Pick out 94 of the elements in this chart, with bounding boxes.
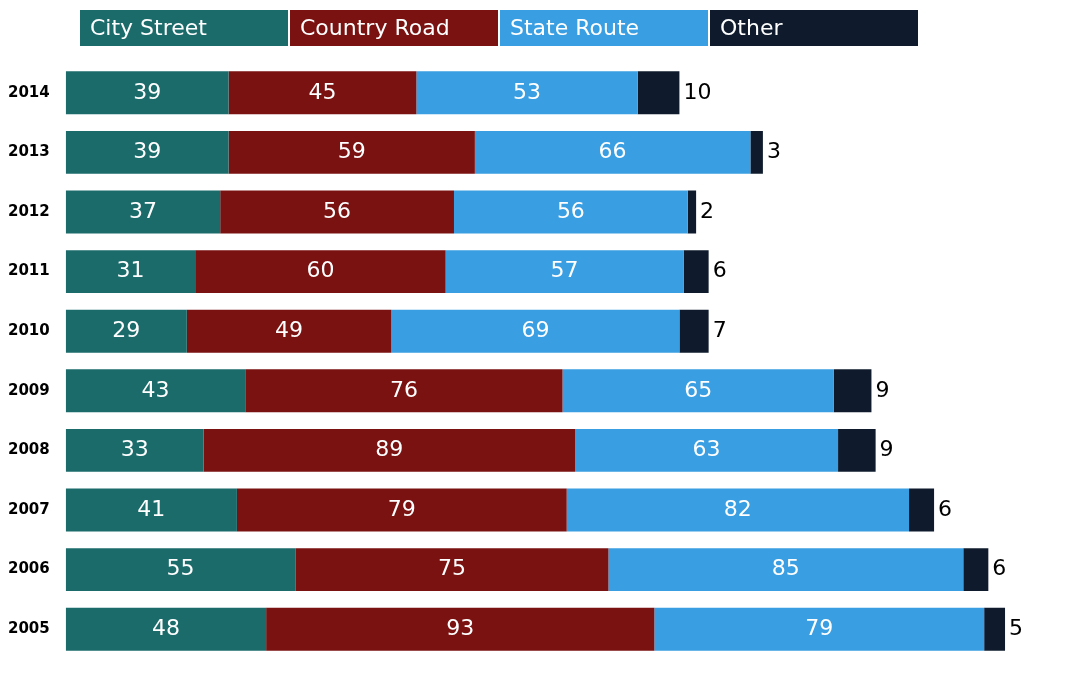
data-label: 10: [683, 78, 712, 104]
data-label: 57: [550, 257, 579, 283]
bar: [608, 548, 964, 592]
bar: [909, 488, 935, 532]
bar: [687, 190, 697, 234]
bar: [65, 369, 246, 413]
data-label: 9: [879, 436, 894, 462]
text: Other: [710, 10, 918, 46]
bar: [245, 369, 563, 413]
bar: [679, 309, 709, 353]
bar: [236, 488, 567, 532]
bar: [654, 607, 985, 651]
bar: [65, 190, 221, 234]
data-label: 53: [513, 78, 542, 104]
data-label: 41: [137, 495, 166, 521]
data-label: 60: [306, 257, 335, 283]
y-tick-label: 2007: [8, 499, 50, 518]
bar: [637, 71, 680, 115]
bar: [833, 369, 872, 413]
bar: [295, 548, 609, 592]
data-label: 9: [875, 376, 890, 402]
data-label: 76: [389, 376, 418, 402]
data-label: 6: [938, 495, 953, 521]
data-label: 55: [166, 555, 195, 581]
bar: [65, 250, 196, 294]
y-tick-label: 2014: [8, 82, 50, 101]
data-label: 66: [598, 138, 627, 164]
y-tick-label: 2013: [8, 142, 50, 161]
data-label: 37: [128, 197, 157, 223]
bar: [453, 190, 688, 234]
y-tick-label: 2011: [8, 261, 50, 280]
data-label: 79: [387, 495, 416, 521]
data-label: 56: [323, 197, 352, 223]
data-label: 31: [116, 257, 145, 283]
data-label: 45: [308, 78, 337, 104]
data-label: 7: [712, 316, 727, 342]
y-tick-label: 2005: [8, 619, 50, 638]
bar: [186, 309, 392, 353]
data-label: 2: [700, 197, 715, 223]
data-label: 49: [275, 316, 304, 342]
bar: [220, 190, 454, 234]
bar: [65, 428, 204, 472]
data-label: 85: [771, 555, 800, 581]
data-label: 29: [112, 316, 141, 342]
data-label: 33: [120, 436, 149, 462]
data-label: 89: [375, 436, 404, 462]
bar: [474, 130, 751, 174]
data-label: 75: [437, 555, 466, 581]
data-label: 48: [151, 614, 180, 640]
bar: [65, 607, 267, 651]
y-tick-label: 2010: [8, 321, 50, 340]
series-label: City Street: [80, 10, 288, 46]
data-label: 69: [521, 316, 550, 342]
y-tick-label: 2006: [8, 559, 50, 578]
bar: [683, 250, 709, 294]
bar: [416, 71, 638, 115]
data-label: 39: [133, 78, 162, 104]
data-label: 65: [684, 376, 713, 402]
data-label: 63: [692, 436, 721, 462]
bar: [575, 428, 839, 472]
bar: [963, 548, 989, 592]
bar: [838, 428, 876, 472]
data-label: 3: [766, 138, 781, 164]
data-label: 6: [992, 555, 1007, 581]
series-label: State Route: [500, 10, 708, 46]
bar: [391, 309, 680, 353]
data-label: 5: [1009, 614, 1024, 640]
bar: [228, 130, 475, 174]
data-label: 82: [723, 495, 752, 521]
data-label: 43: [141, 376, 170, 402]
series-label: Country Road: [290, 10, 498, 46]
bar: [445, 250, 684, 294]
bar: [65, 309, 187, 353]
bar: [65, 488, 237, 532]
bar: [195, 250, 446, 294]
data-label: 79: [805, 614, 834, 640]
y-tick-label: 2012: [8, 201, 50, 220]
data-label: 59: [337, 138, 366, 164]
bar: [750, 130, 763, 174]
y-tick-label: 2009: [8, 380, 50, 399]
bar: [984, 607, 1006, 651]
data-label: 56: [556, 197, 585, 223]
data-label: 6: [712, 257, 727, 283]
bar: [562, 369, 834, 413]
bar: [566, 488, 910, 532]
bar: [65, 130, 229, 174]
bar: [266, 607, 655, 651]
data-label: 39: [133, 138, 162, 164]
bar: [65, 548, 296, 592]
bar: [65, 71, 229, 115]
bar: [203, 428, 576, 472]
y-tick-label: 2008: [8, 440, 50, 459]
data-label: 93: [446, 614, 475, 640]
bar: [228, 71, 417, 115]
